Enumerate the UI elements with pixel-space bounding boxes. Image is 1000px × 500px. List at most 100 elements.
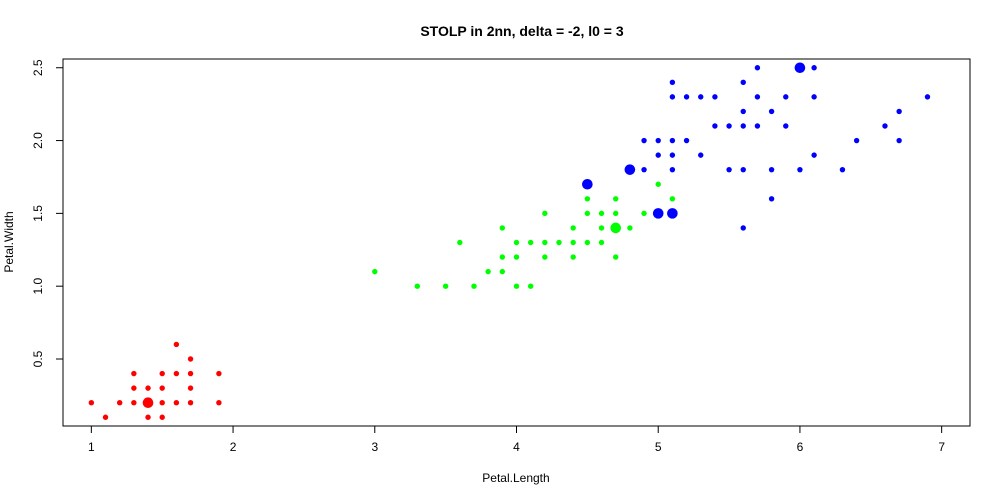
data-point (513, 283, 520, 289)
data-point (698, 94, 704, 100)
prototype-point (610, 222, 622, 234)
data-point (216, 399, 222, 406)
data-point (542, 239, 548, 246)
data-point (131, 399, 137, 406)
data-point (797, 166, 803, 173)
y-axis: 0.5 1.0 1.5 2.0 2.5 (31, 59, 64, 367)
data-point (740, 123, 746, 129)
data-point (145, 385, 151, 391)
data-point (768, 108, 775, 115)
data-point (740, 225, 746, 231)
data-points (88, 62, 931, 420)
data-point (698, 152, 704, 158)
data-point (527, 283, 534, 289)
data-point (655, 137, 661, 144)
data-point (853, 137, 860, 144)
data-point (669, 137, 676, 144)
y-tick-label: 1.5 (31, 205, 45, 222)
data-point (570, 225, 576, 231)
data-point (159, 414, 165, 420)
data-point (839, 166, 846, 173)
data-point (726, 166, 732, 173)
data-point (613, 196, 619, 202)
data-point (570, 239, 576, 246)
x-axis: 1 2 3 4 5 6 7 (88, 425, 945, 454)
data-point (641, 210, 647, 217)
data-point (173, 399, 180, 406)
data-point (598, 210, 605, 217)
y-tick-label: 2.0 (31, 132, 45, 149)
data-point (584, 196, 591, 202)
data-point (471, 283, 477, 289)
prototype-point (667, 208, 678, 219)
data-point (131, 385, 137, 391)
data-point (414, 283, 420, 289)
data-point (669, 196, 676, 202)
data-point (116, 399, 123, 406)
prototype-point (794, 62, 806, 74)
data-point (811, 152, 817, 158)
data-point (584, 210, 591, 217)
data-point (783, 123, 789, 129)
data-point (896, 108, 902, 115)
data-point (442, 283, 449, 289)
prototype-point (582, 178, 593, 190)
x-tick-label: 2 (230, 440, 237, 454)
data-point (669, 152, 676, 158)
data-point (655, 181, 661, 187)
data-point (712, 94, 718, 100)
data-point (740, 166, 746, 173)
x-tick-label: 6 (797, 440, 804, 454)
data-point (613, 210, 619, 217)
data-point (187, 399, 194, 406)
chart-title: STOLP in 2nn, delta = -2, l0 = 3 (420, 23, 624, 39)
y-tick-label: 2.5 (31, 59, 45, 76)
data-point (669, 79, 676, 86)
y-tick-label: 0.5 (31, 350, 45, 367)
data-point (896, 137, 902, 144)
data-point (811, 65, 817, 71)
data-point (372, 268, 378, 275)
data-point (457, 239, 463, 246)
data-point (683, 94, 690, 100)
data-point (88, 399, 95, 406)
data-point (499, 254, 506, 260)
data-point (173, 341, 180, 348)
data-point (499, 225, 506, 231)
series-1 (88, 341, 222, 420)
data-point (145, 414, 151, 420)
series-2 (372, 181, 676, 289)
data-point (598, 239, 605, 246)
data-point (159, 385, 165, 391)
data-point (924, 94, 931, 100)
data-point (485, 268, 491, 275)
prototype-point (142, 397, 154, 408)
data-point (712, 123, 718, 129)
data-point (187, 356, 194, 362)
data-point (669, 166, 676, 173)
data-point (187, 370, 194, 377)
data-point (768, 166, 775, 173)
prototype-point (652, 208, 664, 219)
data-point (613, 254, 619, 260)
data-point (556, 239, 562, 246)
data-point (584, 239, 591, 246)
y-tick-label: 1.0 (31, 278, 45, 295)
data-point (726, 123, 732, 129)
x-axis-label: Petal.Length (482, 471, 549, 485)
prototype-point (624, 164, 636, 175)
data-point (783, 94, 789, 100)
data-point (499, 268, 506, 275)
data-point (102, 414, 109, 420)
data-point (882, 123, 888, 129)
x-tick-label: 3 (371, 440, 378, 454)
data-point (187, 385, 194, 391)
data-point (641, 137, 647, 144)
data-point (627, 225, 633, 231)
data-point (768, 196, 775, 202)
data-point (655, 152, 661, 158)
data-point (159, 370, 165, 377)
data-point (173, 370, 180, 377)
x-tick-label: 1 (88, 440, 95, 454)
